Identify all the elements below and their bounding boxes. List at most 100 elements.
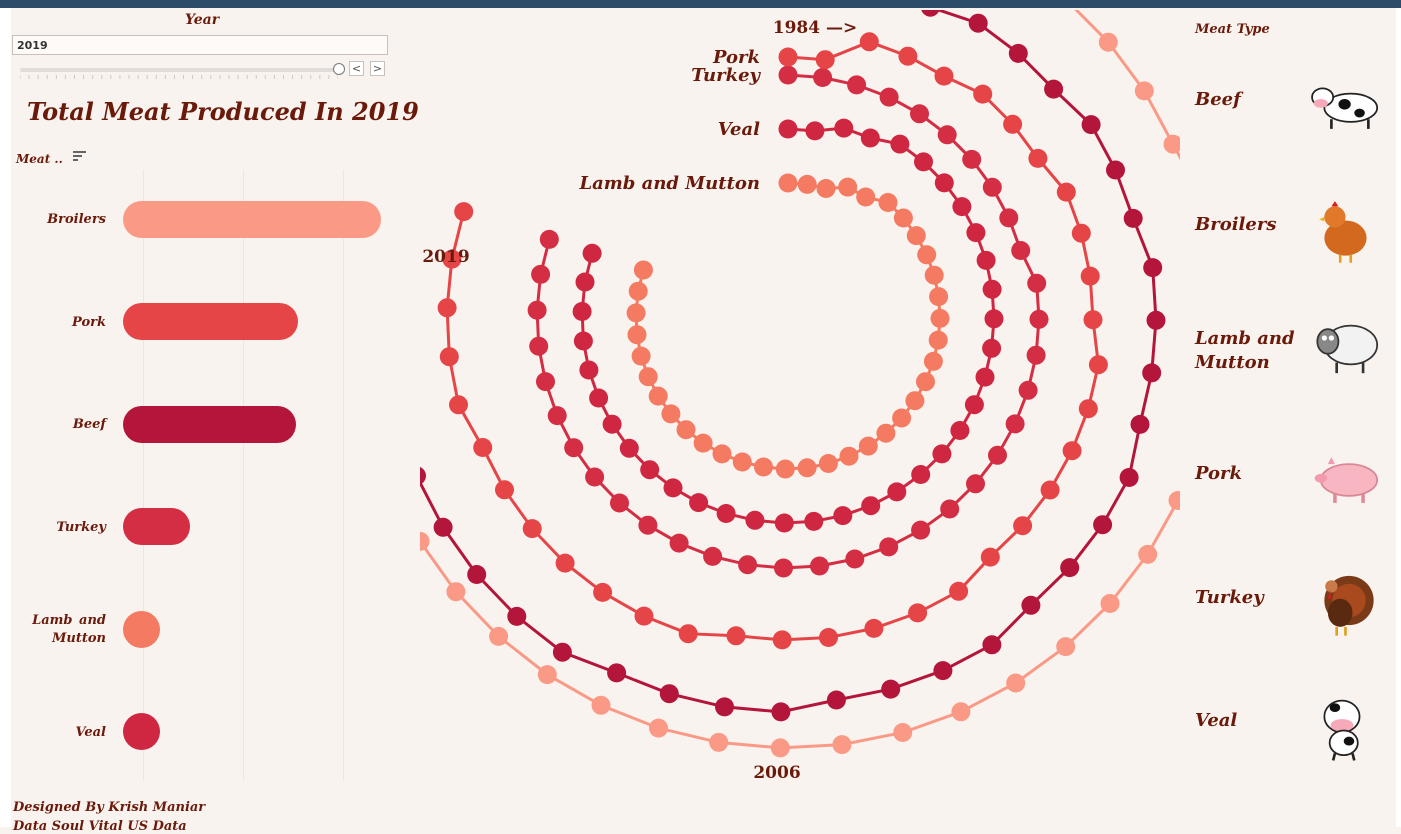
data-point xyxy=(890,134,910,154)
data-point xyxy=(937,125,957,145)
data-point xyxy=(916,372,935,392)
cow-icon xyxy=(1311,87,1379,129)
bar[interactable] xyxy=(123,610,160,648)
data-point xyxy=(572,302,592,321)
prev-year-button[interactable]: < xyxy=(349,61,364,76)
data-point xyxy=(663,478,683,498)
data-point xyxy=(669,533,689,553)
bar[interactable] xyxy=(123,508,191,545)
data-point xyxy=(911,520,931,540)
bar[interactable] xyxy=(123,713,160,750)
data-point xyxy=(626,303,646,323)
series-start-label: Turkey xyxy=(691,65,761,86)
legend-label[interactable]: Pork xyxy=(1195,463,1243,484)
sheep-icon xyxy=(1316,324,1379,374)
data-point xyxy=(839,446,859,466)
data-point xyxy=(579,360,599,380)
data-point xyxy=(952,197,972,217)
data-point xyxy=(631,346,651,366)
data-point xyxy=(982,279,1002,299)
data-point xyxy=(693,433,713,453)
data-point xyxy=(531,264,551,284)
data-point xyxy=(964,395,984,415)
bar[interactable] xyxy=(123,303,299,340)
data-point xyxy=(898,46,918,66)
legend-label[interactable]: Lamb and Mutton xyxy=(1195,328,1295,373)
radial-mid-label: 2006 xyxy=(753,763,800,783)
bar[interactable] xyxy=(123,405,296,443)
data-point xyxy=(879,537,899,557)
legend-label[interactable]: Beef xyxy=(1195,89,1241,110)
data-point xyxy=(640,460,660,480)
data-point xyxy=(1071,223,1091,243)
data-point xyxy=(1088,355,1108,375)
year-slider-ticks xyxy=(20,75,338,79)
data-point xyxy=(627,325,647,345)
data-point xyxy=(745,510,765,530)
data-point xyxy=(593,582,613,602)
data-point xyxy=(442,249,462,269)
data-point xyxy=(489,626,509,646)
year-slider-track[interactable] xyxy=(20,68,338,72)
year-input[interactable]: 2019 xyxy=(12,35,388,55)
data-point xyxy=(929,287,949,307)
data-point xyxy=(437,298,457,318)
data-point xyxy=(879,87,899,107)
year-slider-knob[interactable] xyxy=(333,63,345,75)
data-point xyxy=(976,250,996,270)
top-bar xyxy=(0,0,1401,8)
data-point xyxy=(858,436,878,456)
data-point xyxy=(906,226,926,246)
data-point xyxy=(968,13,988,33)
data-point xyxy=(778,119,798,139)
data-point xyxy=(1013,516,1033,536)
data-point xyxy=(797,174,817,194)
data-point xyxy=(934,66,954,86)
data-point xyxy=(775,459,795,479)
data-point xyxy=(950,421,970,440)
data-point xyxy=(934,173,954,193)
legend-title: Meat Type xyxy=(1195,22,1270,37)
data-point xyxy=(633,260,653,280)
credit-designer: Designed By Krish Maniar xyxy=(13,800,206,815)
frame-right xyxy=(1396,8,1401,827)
pig-icon xyxy=(1314,457,1379,503)
data-point xyxy=(732,452,752,472)
bar-label: Pork xyxy=(72,314,106,330)
data-point xyxy=(1168,491,1180,510)
data-point xyxy=(813,68,833,87)
data-point xyxy=(552,642,572,662)
data-point xyxy=(975,367,995,387)
data-point xyxy=(819,628,838,647)
data-point xyxy=(933,661,953,681)
series-line xyxy=(535,73,1041,570)
data-point xyxy=(1146,310,1166,330)
sort-icon[interactable] xyxy=(73,150,86,162)
data-point xyxy=(826,690,846,710)
data-point xyxy=(893,723,913,742)
data-point xyxy=(703,546,723,566)
legend-label[interactable]: Broilers xyxy=(1195,214,1277,235)
data-point xyxy=(648,386,668,406)
data-point xyxy=(446,582,466,602)
data-point xyxy=(529,336,549,356)
data-point xyxy=(661,404,681,424)
next-year-button[interactable]: > xyxy=(370,61,385,76)
data-point xyxy=(973,84,993,104)
legend-label[interactable]: Veal xyxy=(1195,710,1238,731)
data-point xyxy=(930,308,950,328)
data-point xyxy=(1093,515,1113,535)
data-point xyxy=(449,395,468,415)
data-point xyxy=(1003,114,1023,134)
data-point xyxy=(887,482,907,502)
data-point xyxy=(715,697,734,717)
data-point xyxy=(527,300,547,320)
data-point xyxy=(495,480,514,500)
data-point xyxy=(928,330,948,350)
bar[interactable] xyxy=(123,200,381,238)
legend-label[interactable]: Turkey xyxy=(1195,587,1264,608)
data-point xyxy=(893,208,913,228)
data-point xyxy=(539,229,559,249)
data-point xyxy=(966,223,986,243)
data-point xyxy=(1119,468,1139,487)
